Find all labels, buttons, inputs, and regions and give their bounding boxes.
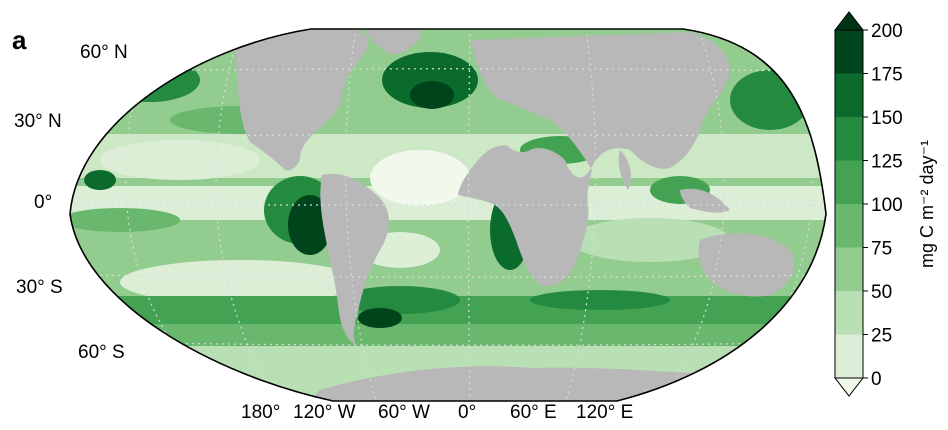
lon-label-60w: 60° W: [378, 402, 430, 423]
land-maritime-asia: [680, 188, 730, 213]
colorbar-tick-label: 50: [871, 282, 892, 303]
land-australia: [698, 233, 795, 297]
land-south-america: [320, 173, 389, 345]
colorbar: 200 175 150 125 100 75 50 25 0 mg C m⁻² day⁻¹: [833, 11, 937, 397]
colorbar-extend-min: [833, 377, 865, 397]
lat-label-60n: 60° N: [80, 42, 128, 63]
colorbar-segment: [835, 247, 863, 291]
colorbar-segment: [835, 30, 863, 74]
lat-label-30n: 30° N: [14, 111, 62, 132]
colorbar-segment: [835, 73, 863, 117]
colorbar-tick-label: 25: [871, 326, 892, 347]
colorbar-tick-label: 100: [871, 195, 903, 216]
colorbar-tick-label: 75: [871, 239, 892, 260]
lat-label-30s: 30° S: [16, 277, 63, 298]
land-masses: [235, 29, 820, 401]
colorbar-tick-label: 125: [871, 152, 903, 173]
colorbar-extend-max: [833, 11, 865, 31]
latitude-labels: 60° N 30° N 0° 30° S 60° S: [14, 42, 128, 363]
lon-label-120w: 120° W: [293, 402, 356, 423]
colorbar-ticks: 200 175 150 125 100 75 50 25 0: [863, 21, 903, 390]
colorbar-segment: [835, 160, 863, 204]
lon-label-120e: 120° E: [576, 402, 633, 423]
colorbar-unit-label: mg C m⁻² day⁻¹: [917, 140, 937, 268]
land-india: [618, 150, 631, 190]
lon-label-180: 180°: [241, 402, 280, 423]
colorbar-segment: [835, 204, 863, 248]
colorbar-tick-label: 200: [871, 21, 903, 42]
lat-label-60s: 60° S: [78, 342, 125, 363]
lat-label-0: 0°: [34, 192, 52, 213]
colorbar-segment: [835, 117, 863, 161]
land-eurasia-africa: [458, 32, 730, 287]
land-north-america: [235, 30, 369, 171]
map-outline: [69, 28, 827, 402]
longitude-labels: 180° 120° W 60° W 0° 60° E 120° E: [241, 402, 633, 423]
panel-label: a: [12, 25, 27, 55]
colorbar-segment: [835, 291, 863, 335]
colorbar-segment: [835, 334, 863, 378]
land-greenland: [365, 29, 421, 55]
lon-label-0: 0°: [458, 402, 476, 423]
colorbar-tick-label: 175: [871, 65, 903, 86]
map-area: [70, 29, 826, 401]
colorbar-tick-label: 0: [871, 369, 882, 390]
colorbar-tick-label: 150: [871, 108, 903, 129]
lon-label-60e: 60° E: [510, 402, 557, 423]
colorbar-segments: [835, 30, 863, 378]
land-new-zealand: [806, 290, 816, 318]
